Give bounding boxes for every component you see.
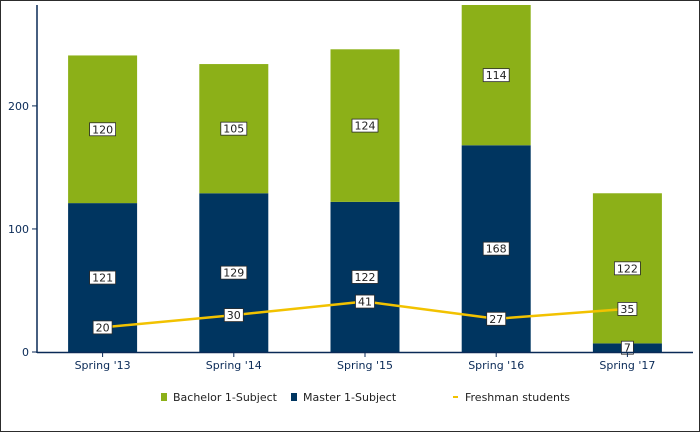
label-bachelor-1-subject-spring-16-text: 114 [486,69,507,82]
label-freshman-students-spring-17-box [617,302,638,316]
axes-layer: 0 100 200 Spring '13 Spring '14 Spring '15 Spr… [8,5,693,372]
label-freshman-students-spring-15: 41 [355,294,375,309]
label-master-1-subject-spring-16: 168 [482,241,510,256]
label-freshman-students-spring-15-box [355,294,375,309]
label-master-1-subject-spring-15-box [351,270,379,284]
label-freshman-students-spring-16-box [486,311,507,326]
label-freshman-students-spring-13: 20 [92,320,113,335]
label-bachelor-1-subject-spring-14-text: 105 [223,123,244,136]
label-freshman-students-spring-15-text: 41 [358,296,372,309]
label-freshman-students-spring-16-text: 27 [489,313,503,326]
x-tick-label-spring-14: Spring '14 [206,359,262,372]
label-master-1-subject-spring-15-text: 122 [355,271,376,284]
x-tick-label-spring-13: Spring '13 [75,359,131,372]
label-master-1-subject-spring-14-text: 129 [223,267,244,280]
legend-label-freshman-students: Freshman students [465,391,570,404]
label-master-1-subject-spring-15: 122 [351,270,379,284]
label-bachelor-1-subject-spring-15-text: 124 [355,120,376,133]
label-bachelor-1-subject-spring-17-text: 122 [617,262,638,275]
label-freshman-students-spring-17-text: 35 [620,303,634,316]
legend-item-bachelor-1-subject: Bachelor 1-Subject [161,391,278,404]
label-freshman-students-spring-13-text: 20 [96,321,110,334]
x-tick-label-spring-16: Spring '16 [468,359,524,372]
label-freshman-students-spring-17: 35 [617,302,638,316]
legend-label-master-1-subject: Master 1-Subject [303,391,397,404]
label-freshman-students-spring-14: 30 [223,308,244,322]
label-freshman-students-spring-14-box [223,308,244,322]
label-master-1-subject-spring-16-text: 168 [486,243,507,256]
legend-swatch-freshman-students [453,396,458,398]
data-labels-layer: 121 120 129 105 122 124 168 114 7 122 20 30 41 27 35 [89,68,641,355]
label-bachelor-1-subject-spring-15-box [351,118,379,133]
label-bachelor-1-subject-spring-14: 105 [220,121,248,136]
label-master-1-subject-spring-13-box [89,270,116,285]
legend-label-bachelor-1-subject: Bachelor 1-Subject [173,391,278,404]
label-bachelor-1-subject-spring-13-box [89,122,116,137]
legend-swatch-master-1-subject [291,393,297,401]
y-tick-label-200: 200 [8,100,29,113]
legend: Bachelor 1-Subject Master 1-Subject Freshm… [161,391,570,404]
x-tick-label-spring-15: Spring '15 [337,359,393,372]
label-bachelor-1-subject-spring-17-box [614,261,641,276]
label-bachelor-1-subject-spring-15: 124 [351,118,379,133]
legend-item-master-1-subject: Master 1-Subject [291,391,397,404]
label-master-1-subject-spring-16-box [482,241,510,256]
label-bachelor-1-subject-spring-13: 120 [89,122,116,137]
label-bachelor-1-subject-spring-16-box [482,68,510,83]
label-bachelor-1-subject-spring-16: 114 [482,68,510,83]
label-master-1-subject-spring-17-text: 7 [624,342,631,355]
x-tick-label-spring-17: Spring '17 [599,359,655,372]
label-freshman-students-spring-13-box [92,320,113,335]
legend-item-freshman-students: Freshman students [453,391,570,404]
y-tick-label-100: 100 [8,223,29,236]
label-bachelor-1-subject-spring-17: 122 [614,261,641,276]
legend-swatch-bachelor-1-subject [161,393,167,401]
label-freshman-students-spring-16: 27 [486,311,507,326]
label-master-1-subject-spring-13-text: 121 [92,272,113,285]
label-bachelor-1-subject-spring-13-text: 120 [92,123,113,136]
y-tick-label-0: 0 [22,346,29,359]
label-master-1-subject-spring-14-box [220,265,248,280]
label-master-1-subject-spring-14: 129 [220,265,248,280]
label-freshman-students-spring-14-text: 30 [227,309,241,322]
label-master-1-subject-spring-13: 121 [89,270,116,285]
label-bachelor-1-subject-spring-14-box [220,121,248,136]
